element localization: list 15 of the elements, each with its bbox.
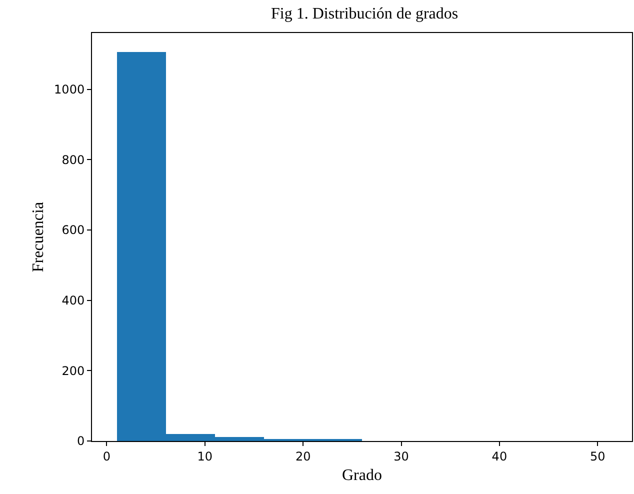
x-tick-label: 20 — [295, 449, 311, 464]
y-tick-label: 400 — [62, 294, 85, 308]
x-tick-label: 30 — [394, 449, 409, 464]
x-tick-label: 40 — [492, 449, 508, 464]
x-tick-label: 0 — [102, 449, 111, 464]
chart-title: Fig 1. Distribución de grados — [271, 6, 458, 23]
y-tick-label: 200 — [62, 364, 85, 378]
x-axis-title: Grado — [342, 467, 382, 484]
y-tick-label: 800 — [62, 152, 85, 167]
x-tick-label: 10 — [197, 449, 213, 464]
y-tick-label: 600 — [62, 223, 85, 238]
y-tick-label: 0 — [76, 434, 85, 448]
y-tick-label: 1000 — [54, 82, 85, 96]
y-axis-title: Frecuencia — [30, 202, 47, 272]
x-tick-label: 50 — [590, 449, 606, 464]
